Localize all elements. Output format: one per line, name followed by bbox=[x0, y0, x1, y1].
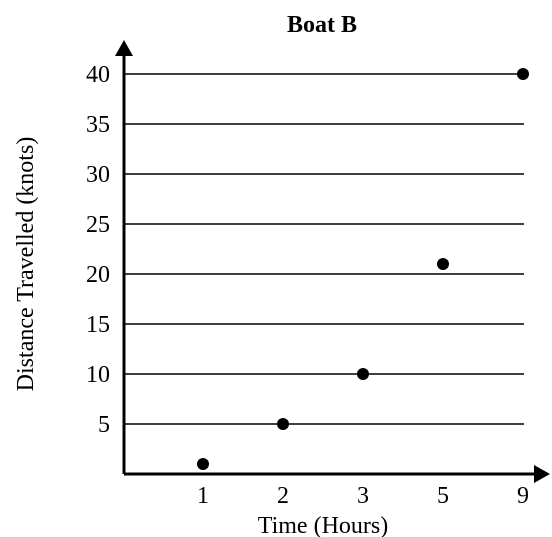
y-tick-label: 35 bbox=[86, 112, 110, 138]
data-point bbox=[437, 258, 449, 270]
y-tick-label: 30 bbox=[86, 162, 110, 188]
x-tick-label: 3 bbox=[357, 483, 369, 509]
data-points bbox=[197, 68, 529, 470]
y-tick-label: 20 bbox=[86, 262, 110, 288]
x-tick-label: 1 bbox=[197, 483, 209, 509]
data-point bbox=[277, 418, 289, 430]
data-point bbox=[517, 68, 529, 80]
y-tick-label: 10 bbox=[86, 362, 110, 388]
x-tick-label: 5 bbox=[437, 483, 449, 509]
gridlines bbox=[124, 73, 524, 425]
y-tick-label: 15 bbox=[86, 312, 110, 338]
chart-title: Boat B bbox=[287, 12, 357, 38]
y-tick-label: 25 bbox=[86, 212, 110, 238]
x-axis-arrow bbox=[534, 465, 550, 483]
x-axis-label: Time (Hours) bbox=[258, 513, 388, 537]
x-tick-labels: 1 2 3 5 9 bbox=[197, 483, 529, 509]
x-tick-label: 9 bbox=[517, 483, 529, 509]
data-point bbox=[357, 368, 369, 380]
y-axis-label: Distance Travelled (knots) bbox=[13, 137, 39, 392]
y-axis-arrow bbox=[115, 40, 133, 56]
y-tick-label: 40 bbox=[86, 62, 110, 88]
data-point bbox=[197, 458, 209, 470]
y-tick-label: 5 bbox=[98, 412, 110, 438]
x-tick-label: 2 bbox=[277, 483, 289, 509]
y-tick-labels: 5 10 15 20 25 30 35 40 bbox=[86, 62, 110, 438]
